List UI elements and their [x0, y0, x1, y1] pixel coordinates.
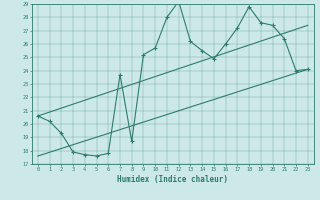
X-axis label: Humidex (Indice chaleur): Humidex (Indice chaleur)	[117, 175, 228, 184]
